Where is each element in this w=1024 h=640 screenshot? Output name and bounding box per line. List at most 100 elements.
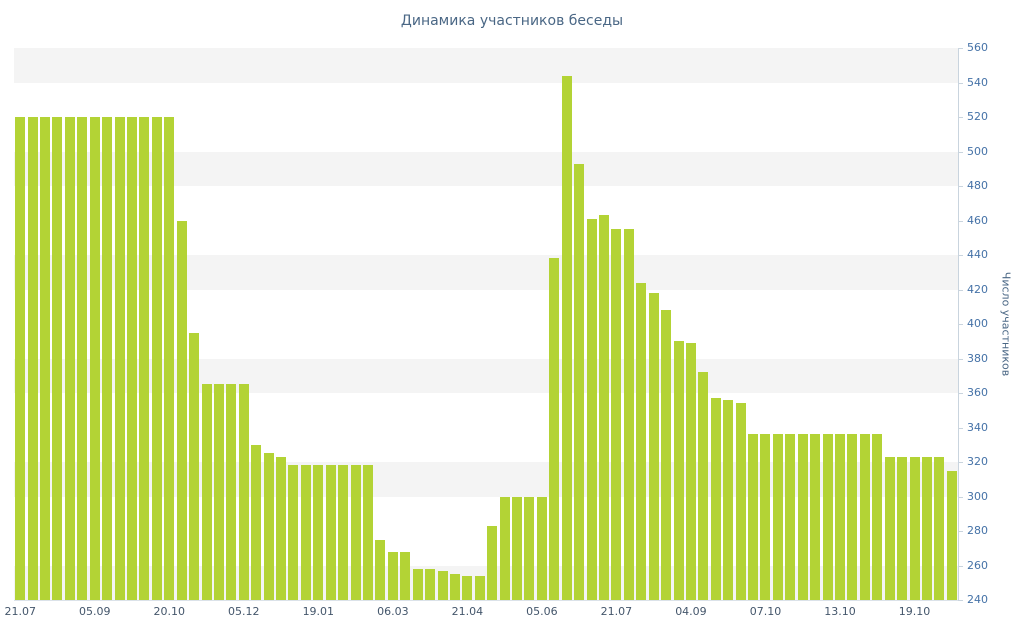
bar[interactable]: [536, 496, 547, 600]
bar[interactable]: [139, 117, 150, 600]
y-axis-tick-label: 420: [967, 282, 988, 296]
bar[interactable]: [151, 117, 162, 600]
bar[interactable]: [524, 496, 535, 600]
bar[interactable]: [586, 218, 597, 600]
bar[interactable]: [474, 575, 485, 600]
y-axis-tick-label: 400: [967, 317, 988, 330]
bar[interactable]: [748, 434, 759, 600]
bar[interactable]: [710, 398, 721, 600]
bar[interactable]: [822, 434, 833, 600]
bar[interactable]: [884, 456, 895, 600]
bar[interactable]: [226, 384, 237, 600]
chart-title: Динамика участников беседы: [400, 13, 624, 29]
bar[interactable]: [449, 574, 460, 600]
bar[interactable]: [164, 117, 175, 600]
y-axis-tick-label: 260: [967, 558, 988, 572]
y-axis-tick: [958, 220, 963, 222]
y-axis-tick-label: 240: [967, 593, 988, 606]
bar[interactable]: [673, 341, 684, 600]
bar[interactable]: [263, 453, 274, 600]
bar[interactable]: [487, 525, 498, 600]
bar[interactable]: [400, 551, 411, 600]
bar[interactable]: [872, 434, 883, 600]
bar[interactable]: [313, 465, 324, 600]
bar[interactable]: [623, 229, 634, 600]
bar[interactable]: [251, 444, 262, 600]
bar[interactable]: [636, 282, 647, 600]
bar[interactable]: [89, 117, 100, 600]
bar[interactable]: [238, 384, 249, 600]
bar[interactable]: [772, 434, 783, 600]
y-axis-tick: [958, 117, 963, 118]
bar[interactable]: [363, 465, 373, 600]
bar[interactable]: [661, 310, 672, 600]
bar[interactable]: [288, 465, 299, 600]
bar[interactable]: [723, 399, 734, 600]
bar[interactable]: [213, 384, 224, 600]
bar[interactable]: [300, 465, 311, 600]
bar[interactable]: [462, 575, 473, 600]
bar[interactable]: [561, 75, 572, 600]
y-axis-tick-label: 320: [967, 455, 988, 468]
bar[interactable]: [189, 332, 200, 600]
bar[interactable]: [835, 434, 845, 600]
bar[interactable]: [549, 258, 560, 600]
bar[interactable]: [921, 456, 932, 600]
bar[interactable]: [946, 470, 957, 600]
y-axis-tick-label: 480: [967, 179, 988, 192]
bar[interactable]: [114, 117, 125, 600]
bar[interactable]: [375, 539, 386, 600]
bar[interactable]: [760, 434, 771, 600]
bar[interactable]: [276, 456, 287, 600]
bar[interactable]: [897, 456, 908, 600]
bar[interactable]: [611, 229, 622, 600]
bar[interactable]: [847, 434, 858, 600]
y-axis-tick-label: 520: [967, 110, 988, 123]
bar[interactable]: [425, 568, 436, 600]
bar[interactable]: [412, 568, 423, 600]
bar[interactable]: [52, 117, 63, 600]
bar[interactable]: [15, 117, 26, 600]
bar[interactable]: [201, 384, 212, 600]
bar[interactable]: [698, 372, 709, 600]
x-axis-tick-label: 13.10: [824, 605, 856, 618]
bar[interactable]: [338, 465, 349, 600]
x-axis-tick-label: 21.07: [600, 605, 633, 618]
bar[interactable]: [810, 434, 821, 600]
bar[interactable]: [27, 117, 38, 600]
bar[interactable]: [77, 117, 88, 600]
x-axis-tick-label: 21.04: [451, 605, 484, 618]
y-axis-tick-label: 300: [967, 489, 988, 503]
bar[interactable]: [735, 403, 746, 600]
bar[interactable]: [325, 465, 336, 600]
x-axis-tick-label: 05.09: [78, 605, 111, 618]
bar[interactable]: [64, 117, 75, 600]
y-axis-tick: [958, 324, 963, 325]
bar[interactable]: [785, 434, 796, 600]
bar[interactable]: [127, 117, 137, 600]
bar[interactable]: [859, 434, 870, 600]
x-axis-tick-label: 19.10: [898, 605, 931, 618]
y-axis-tick-label: 440: [967, 248, 988, 261]
bar[interactable]: [934, 456, 945, 600]
bar[interactable]: [512, 496, 523, 600]
y-axis-tick: [958, 82, 963, 84]
bar[interactable]: [685, 342, 696, 600]
bar[interactable]: [387, 551, 398, 600]
bar[interactable]: [797, 434, 808, 600]
bar[interactable]: [176, 220, 187, 600]
bar[interactable]: [102, 117, 113, 600]
bar[interactable]: [909, 456, 920, 600]
y-axis-tick-label: 280: [967, 524, 988, 537]
x-axis-tick-label: 07.10: [749, 605, 782, 618]
bar[interactable]: [350, 465, 361, 600]
bar[interactable]: [40, 117, 51, 600]
y-axis-tick-label: 340: [967, 420, 988, 434]
bar[interactable]: [599, 215, 609, 600]
bar[interactable]: [648, 292, 659, 600]
bar[interactable]: [574, 163, 585, 600]
bar[interactable]: [437, 570, 448, 600]
bar[interactable]: [499, 496, 510, 600]
x-axis-tick-label: 05.06: [526, 605, 558, 618]
